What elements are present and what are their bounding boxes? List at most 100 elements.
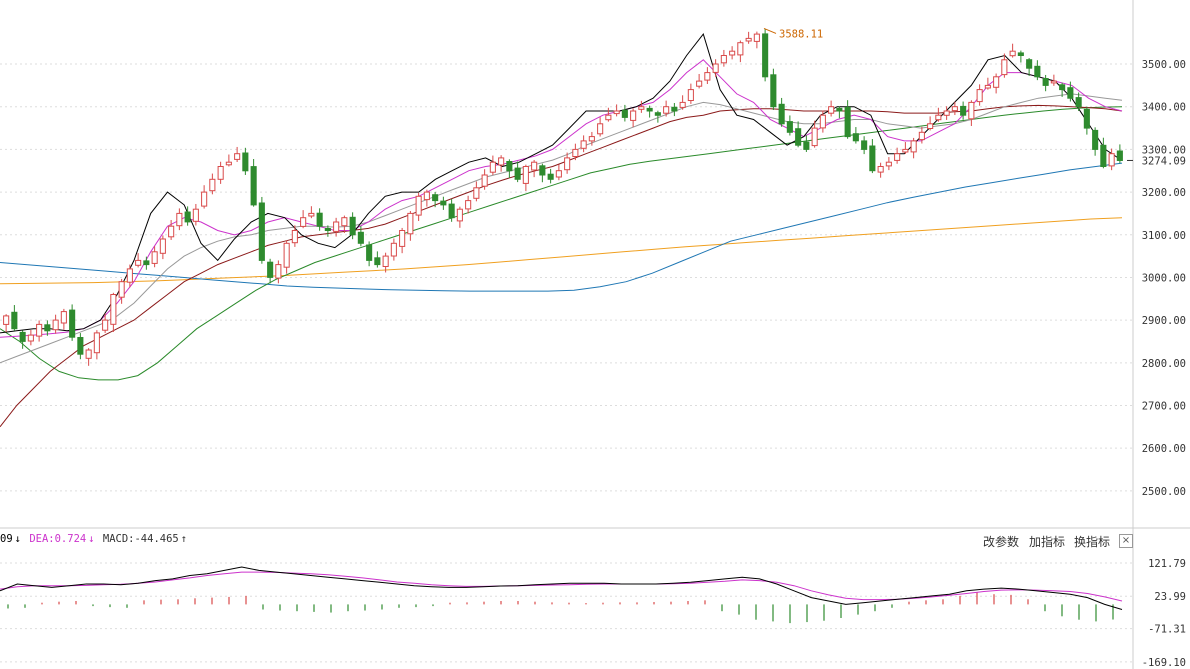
- change-params-button[interactable]: 改参数: [983, 535, 1020, 549]
- candle-up: [36, 323, 43, 337]
- candle-down: [1042, 78, 1049, 86]
- candle-down: [69, 309, 76, 338]
- candle-up: [498, 157, 505, 166]
- price-tick-label: 3300.00: [1142, 144, 1186, 156]
- macd-tick-label: 121.79: [1148, 558, 1186, 570]
- candle-up: [275, 264, 282, 279]
- candle-down: [1092, 129, 1099, 150]
- candle-down: [258, 202, 265, 261]
- candle-up: [638, 106, 645, 110]
- current-price-label: 3274.09: [1142, 155, 1186, 167]
- candle-up: [135, 259, 142, 266]
- price-tick-label: 2600.00: [1142, 443, 1186, 455]
- candle-up: [390, 242, 397, 257]
- switch-indicator-button[interactable]: 换指标: [1074, 535, 1111, 549]
- candle-down: [762, 33, 769, 78]
- candle-up: [712, 63, 719, 73]
- candle-up: [415, 195, 422, 216]
- candle-down: [646, 107, 653, 112]
- candle-up: [951, 106, 958, 112]
- candle-up: [341, 217, 348, 227]
- candle-up: [52, 319, 59, 331]
- candle-down: [1026, 59, 1033, 69]
- candle-up: [1001, 59, 1008, 76]
- candle-up: [225, 161, 232, 166]
- candle-up: [60, 311, 67, 324]
- candle-up: [564, 157, 571, 171]
- macd-header: 09 ↓ DEA:0.724 ↓ MACD:-44.465 ↑: [0, 533, 189, 549]
- dea-arrow-icon: ↓: [88, 533, 95, 545]
- candle-up: [473, 187, 480, 199]
- candle-down: [316, 212, 323, 227]
- price-tick-label: 2700.00: [1142, 400, 1186, 412]
- candle-down: [960, 105, 967, 116]
- candle-down: [1067, 87, 1074, 99]
- ma250-line: [0, 217, 1123, 285]
- candle-down: [366, 244, 373, 261]
- candle-down: [852, 133, 859, 142]
- candle-up: [976, 89, 983, 103]
- candle-up: [927, 123, 934, 130]
- candle-up: [613, 110, 620, 115]
- candle-up: [201, 191, 208, 207]
- candle-down: [547, 173, 554, 180]
- candle-down: [654, 112, 661, 116]
- candle-down: [770, 74, 777, 108]
- candle-down: [1083, 108, 1090, 129]
- candle-down: [432, 194, 439, 202]
- candle-down: [77, 337, 84, 355]
- close-indicator-button[interactable]: ×: [1119, 534, 1133, 548]
- candle-up: [737, 42, 744, 56]
- candle-up: [217, 166, 224, 180]
- candle-up: [704, 72, 711, 81]
- candle-up: [877, 166, 884, 173]
- high-marker-arrow: [763, 27, 777, 34]
- ma20-line: [0, 93, 1123, 364]
- candle-up: [176, 212, 183, 227]
- candle-up: [481, 174, 488, 187]
- candle-up: [1050, 80, 1057, 84]
- candle-down: [250, 166, 257, 206]
- candle-up: [85, 349, 92, 359]
- candle-down: [448, 203, 455, 219]
- candle-up: [283, 242, 290, 268]
- candle-up: [894, 153, 901, 161]
- candle-up: [234, 153, 241, 160]
- candle-up: [679, 101, 686, 108]
- candle-down: [836, 107, 843, 112]
- candle-up: [753, 33, 760, 42]
- candle-up: [588, 136, 595, 142]
- price-tick-label: 3100.00: [1142, 230, 1186, 242]
- candle-up: [745, 37, 752, 42]
- candle-down: [844, 106, 851, 138]
- candle-up: [102, 319, 109, 331]
- candle-down: [1017, 52, 1024, 57]
- candle-up: [291, 230, 298, 244]
- candle-up: [819, 114, 826, 129]
- candle-down: [1116, 150, 1123, 161]
- candle-up: [300, 217, 307, 227]
- candle-down: [621, 109, 628, 118]
- candle-up: [935, 114, 942, 121]
- candle-down: [267, 261, 274, 278]
- candle-up: [729, 50, 736, 56]
- candle-up: [943, 110, 950, 116]
- macd-tick-label: -71.31: [1148, 624, 1186, 636]
- candle-down: [539, 165, 546, 176]
- candle-up: [3, 315, 10, 325]
- add-indicator-button[interactable]: 加指标: [1029, 535, 1066, 549]
- candle-up: [456, 208, 463, 222]
- candle-up: [597, 123, 604, 135]
- candle-up: [687, 89, 694, 101]
- candle-down: [778, 103, 785, 125]
- candle-up: [531, 161, 538, 171]
- candle-up: [1009, 50, 1016, 57]
- candle-up: [828, 106, 835, 114]
- candle-up: [159, 238, 166, 254]
- candle-down: [786, 121, 793, 133]
- candle-up: [192, 208, 199, 222]
- candle-down: [349, 216, 356, 236]
- candle-up: [663, 106, 670, 114]
- candle-up: [720, 55, 727, 64]
